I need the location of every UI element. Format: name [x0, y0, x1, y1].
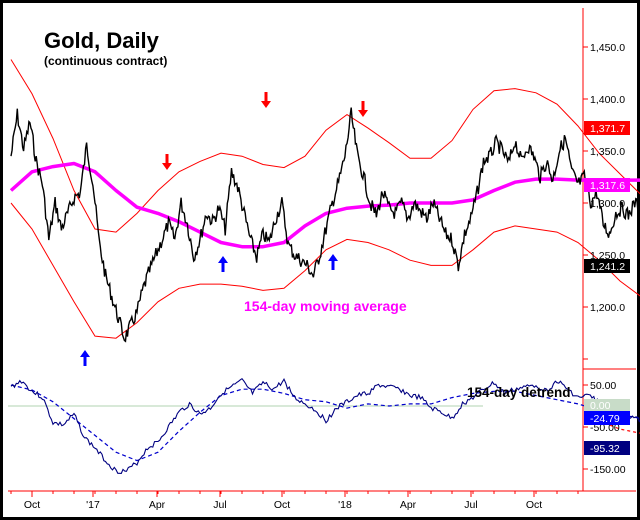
moving-average-annotation: 154-day moving average [244, 298, 407, 314]
marker-layer [80, 92, 368, 366]
price-axis-ticks: 1,450.0 1,400.0 1,350.0 1,300.0 1,250.0 … [583, 42, 625, 360]
badge-label: 1,317.6 [590, 180, 625, 192]
badge-smoothed-detrend: -24.79 [584, 411, 630, 425]
badge-label: -95.32 [590, 443, 620, 455]
chart-subtitle: (continuous contract) [44, 54, 167, 68]
badge-detrend: -95.32 [584, 441, 630, 455]
cycle-bottom-arrow-icon [328, 254, 338, 270]
badge-bg [584, 178, 630, 192]
cycle-top-arrow-icon [261, 92, 271, 108]
time-tick-label: '18 [338, 499, 352, 511]
time-tick-label: Oct [274, 499, 290, 511]
time-axis-ticks: Oct '17 Apr Jul Oct '18 Apr Jul Oct [10, 491, 579, 511]
time-tick-label: Apr [400, 499, 417, 511]
price-tick-label: 1,450.0 [590, 42, 625, 54]
time-tick-label: Jul [213, 499, 226, 511]
lower-envelope-line [10, 202, 640, 339]
price-tick-label: 1,300.0 [590, 198, 625, 210]
price-tick-label: 1,200.0 [590, 302, 625, 314]
badge-bg [584, 411, 630, 425]
badge-detrend-zero: 0.00 [584, 399, 630, 412]
series-layer [9, 59, 640, 474]
cycle-bottom-arrow-icon [218, 256, 228, 272]
badge-label: 0.00 [590, 400, 611, 412]
detrend-annotation: 154-day detrend [467, 385, 571, 400]
badge-bg [584, 399, 630, 412]
time-tick-label: Jul [464, 499, 477, 511]
badge-label: -24.79 [590, 413, 620, 425]
badge-label: 1,241.2 [590, 261, 625, 273]
time-tick-label: Oct [526, 499, 542, 511]
cycle-top-arrow-icon [358, 101, 368, 117]
badge-moving-average: 1,317.6 [584, 178, 630, 192]
price-line [10, 107, 640, 343]
cycle-bottom-arrow-icon [80, 350, 90, 366]
detrend-tick-label: 50.00 [590, 380, 616, 392]
smoothed-detrend-line [10, 384, 640, 462]
badge-bg [584, 441, 630, 455]
badge-price: 1,241.2 [584, 259, 630, 273]
badge-bg [584, 121, 630, 135]
cycle-top-arrow-icon [162, 154, 172, 170]
badge-upper-envelope: 1,371.7 [584, 121, 630, 135]
chart-title: Gold, Daily [44, 28, 160, 53]
upper-envelope-line [10, 59, 640, 233]
time-tick-label: '17 [86, 499, 100, 511]
detrend-tick-label: -150.00 [590, 464, 626, 476]
price-tick-label: 1,400.0 [590, 94, 625, 106]
badge-label: 1,371.7 [590, 123, 625, 135]
time-tick-label: Apr [149, 499, 166, 511]
price-tick-label: 1,350.0 [590, 146, 625, 158]
badge-bg [584, 259, 630, 273]
time-tick-label: Oct [24, 499, 40, 511]
